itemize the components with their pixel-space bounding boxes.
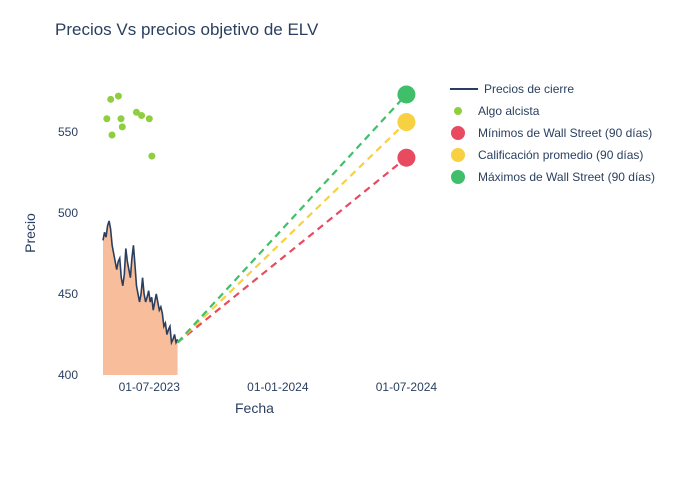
algo-point [138,112,145,119]
algo-point [118,115,125,122]
legend-dot-icon [451,126,465,140]
legend-line-icon [450,88,478,90]
algo-point [109,132,116,139]
x-axis-label: Fecha [235,400,274,416]
projection-line-min [178,158,407,343]
algo-point [146,115,153,122]
legend: Precios de cierre Algo alcista Mínimos de … [450,80,655,190]
y-tick: 500 [38,206,78,220]
algo-point [115,93,122,100]
legend-label: Algo alcista [478,104,539,118]
y-axis-label: Precio [22,213,38,253]
projection-marker-avg [397,113,415,131]
chart-title: Precios Vs precios objetivo de ELV [55,20,318,40]
algo-point [107,96,114,103]
legend-item: Mínimos de Wall Street (90 días) [450,124,655,142]
x-tick: 01-07-2024 [366,380,446,394]
legend-label: Calificación promedio (90 días) [478,148,643,162]
plot-area [85,75,445,375]
x-tick: 01-01-2024 [238,380,318,394]
legend-item: Algo alcista [450,102,655,120]
y-tick: 550 [38,125,78,139]
legend-dot-icon [454,107,462,115]
algo-point [148,153,155,160]
projection-line-avg [178,122,407,343]
y-tick: 400 [38,368,78,382]
projection-marker-max [397,85,415,103]
chart-svg [85,75,445,375]
legend-dot-icon [451,148,465,162]
chart-container: Precios Vs precios objetivo de ELV Preci… [0,0,700,500]
legend-dot-icon [451,170,465,184]
legend-item: Máximos de Wall Street (90 días) [450,168,655,186]
legend-item: Calificación promedio (90 días) [450,146,655,164]
projection-line-max [178,94,407,342]
legend-item: Precios de cierre [450,80,655,98]
algo-point [119,123,126,130]
y-tick: 450 [38,287,78,301]
legend-label: Precios de cierre [484,82,574,96]
x-tick: 01-07-2023 [109,380,189,394]
algo-point [103,115,110,122]
legend-label: Máximos de Wall Street (90 días) [478,170,655,184]
legend-label: Mínimos de Wall Street (90 días) [478,126,652,140]
projection-marker-min [397,149,415,167]
